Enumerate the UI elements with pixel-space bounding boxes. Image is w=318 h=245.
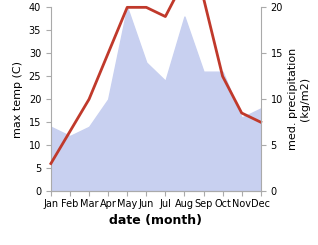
Y-axis label: med. precipitation
(kg/m2): med. precipitation (kg/m2) — [288, 48, 310, 150]
X-axis label: date (month): date (month) — [109, 214, 202, 227]
Y-axis label: max temp (C): max temp (C) — [13, 61, 23, 138]
